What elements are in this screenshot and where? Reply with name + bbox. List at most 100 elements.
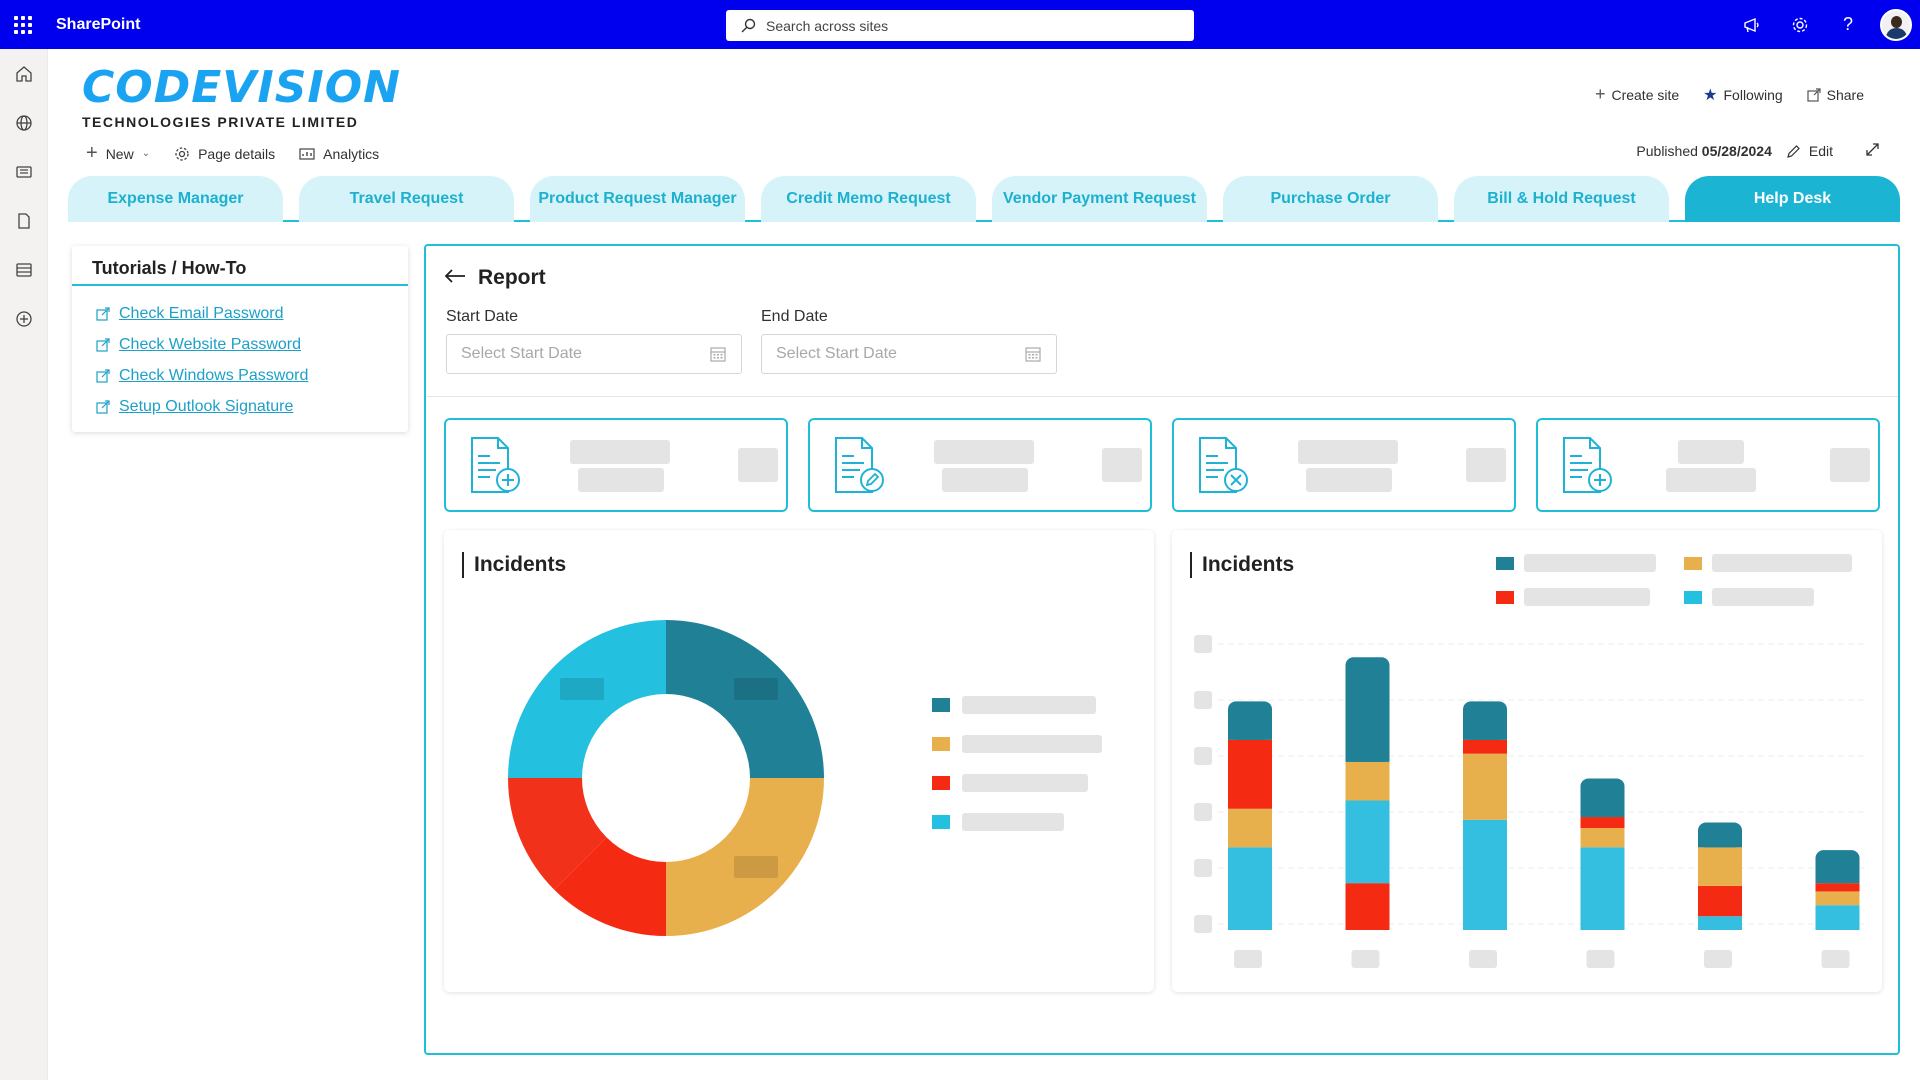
tutorials-panel: Tutorials / How-To Check Email Password … <box>72 246 408 432</box>
document-cancel-icon <box>1199 437 1248 493</box>
logo-sub-text: TECHNOLOGIES PRIVATE LIMITED <box>82 114 359 130</box>
tab-bill-hold-request[interactable]: Bill & Hold Request <box>1454 176 1669 222</box>
edit-label: Edit <box>1808 143 1833 159</box>
skeleton-value <box>1298 440 1398 464</box>
search-icon <box>741 18 756 32</box>
calendar-icon[interactable] <box>709 345 727 363</box>
stat-card-cancel[interactable] <box>1172 418 1516 512</box>
tutorial-link[interactable]: Check Website Password <box>119 335 301 353</box>
report-panel: Report Start Date End Date Incidents <box>424 244 1900 1055</box>
analytics-icon <box>299 147 315 160</box>
site-logo[interactable]: CODEVISION TECHNOLOGIES PRIVATE LIMITED <box>82 66 401 131</box>
page-details-button[interactable]: Page details <box>174 142 275 165</box>
rail-lists-button[interactable] <box>0 245 48 294</box>
create-site-button[interactable]: + Create site <box>1595 84 1679 105</box>
calendar-icon[interactable] <box>1024 345 1042 363</box>
bar-5-segment-red <box>1815 883 1860 892</box>
published-date: 05/28/2024 <box>1701 143 1772 159</box>
tab-purchase-order[interactable]: Purchase Order <box>1223 176 1438 222</box>
bar-legend-swatch-2 <box>1496 591 1514 604</box>
bar-1-segment-amber <box>1345 761 1390 801</box>
bar-legend-swatch-1 <box>1684 557 1702 570</box>
tab-product-request-manager[interactable]: Product Request Manager <box>530 176 745 222</box>
x-tick-skeleton-4 <box>1704 950 1732 968</box>
list-icon <box>16 262 32 277</box>
search-box[interactable] <box>726 10 1194 41</box>
donut-label-skeleton-0 <box>560 678 604 700</box>
bar-legend-swatch-3 <box>1684 591 1702 604</box>
tutorial-link[interactable]: Check Email Password <box>119 304 284 322</box>
avatar[interactable] <box>1880 8 1912 41</box>
bar-3-segment-cyan <box>1580 847 1625 930</box>
share-icon <box>1807 87 1821 102</box>
skeleton-value <box>934 440 1034 464</box>
app-launcher-button[interactable] <box>0 0 46 49</box>
donut-slice-1 <box>666 778 824 936</box>
analytics-button[interactable]: Analytics <box>299 142 379 165</box>
announcements-button[interactable] <box>1728 0 1776 49</box>
share-button[interactable]: Share <box>1807 84 1864 105</box>
bar-4-segment-cyan <box>1698 916 1742 930</box>
edit-button[interactable]: Edit <box>1786 143 1833 159</box>
bar-legend-label-skeleton-3 <box>1712 588 1814 606</box>
report-header: Report <box>444 266 546 290</box>
stat-card-add[interactable] <box>1536 418 1880 512</box>
following-button[interactable]: ★ Following <box>1703 84 1782 105</box>
bar-4-segment-amber <box>1698 847 1742 886</box>
y-tick-skeleton-4 <box>1194 691 1212 709</box>
expand-button[interactable] <box>1865 142 1880 160</box>
external-link-icon <box>96 306 110 321</box>
settings-button[interactable] <box>1776 0 1824 49</box>
help-button[interactable]: ? <box>1824 0 1872 49</box>
tab-expense-manager[interactable]: Expense Manager <box>68 176 283 222</box>
rail-files-button[interactable] <box>0 196 48 245</box>
donut-slice-4 <box>508 620 666 778</box>
skeleton-label <box>1666 468 1756 492</box>
bar-chart-title: Incidents <box>1190 552 1294 578</box>
rail-create-button[interactable] <box>0 294 48 343</box>
legend-swatch-2 <box>932 776 950 790</box>
rail-sites-button[interactable] <box>0 98 48 147</box>
bar-0-segment-amber <box>1228 808 1272 848</box>
external-link-icon <box>96 399 110 414</box>
plus-icon: + <box>86 142 98 164</box>
start-date-picker[interactable] <box>446 334 742 374</box>
rail-news-button[interactable] <box>0 147 48 196</box>
bar-4-segment-fill <box>1698 830 1742 848</box>
tutorial-link[interactable]: Setup Outlook Signature <box>119 397 294 415</box>
skeleton-badge <box>1102 448 1142 482</box>
rail-home-button[interactable] <box>0 49 48 98</box>
x-tick-skeleton-3 <box>1586 950 1615 968</box>
skeleton-badge <box>738 448 778 482</box>
skeleton-label <box>942 468 1028 492</box>
bar-legend-label-skeleton-2 <box>1524 588 1650 606</box>
tab-vendor-payment-request[interactable]: Vendor Payment Request <box>992 176 1207 222</box>
end-date-input[interactable] <box>776 345 1006 363</box>
stat-card-edit[interactable] <box>808 418 1152 512</box>
back-button[interactable] <box>444 266 466 290</box>
tab-help-desk[interactable]: Help Desk <box>1685 176 1900 222</box>
incidents-bar-panel: Incidents <box>1172 530 1882 992</box>
suite-app-name[interactable]: SharePoint <box>56 15 141 33</box>
search-input[interactable] <box>766 17 1166 34</box>
globe-icon <box>16 114 32 131</box>
tab-credit-memo-request[interactable]: Credit Memo Request <box>761 176 976 222</box>
stat-card-new[interactable] <box>444 418 788 512</box>
end-date-picker[interactable] <box>761 334 1057 374</box>
list-item: Check Email Password <box>96 298 408 329</box>
document-add-icon <box>1563 437 1612 493</box>
start-date-label: Start Date <box>446 308 519 325</box>
bar-0-segment-fill <box>1228 709 1272 740</box>
tab-travel-request[interactable]: Travel Request <box>299 176 514 222</box>
tutorial-link[interactable]: Check Windows Password <box>119 366 309 384</box>
legend-swatch-3 <box>932 815 950 829</box>
donut-slice-2 <box>554 837 666 936</box>
published-status: Published 05/28/2024 <box>1636 143 1772 159</box>
create-site-label: Create site <box>1611 86 1680 103</box>
new-button[interactable]: + New ⌄ <box>86 142 150 165</box>
skeleton-label <box>578 468 664 492</box>
bar-3-segment-fill <box>1580 786 1625 818</box>
add-circle-icon <box>16 310 32 327</box>
start-date-input[interactable] <box>461 345 691 363</box>
suite-bar: SharePoint ? <box>0 0 1920 49</box>
